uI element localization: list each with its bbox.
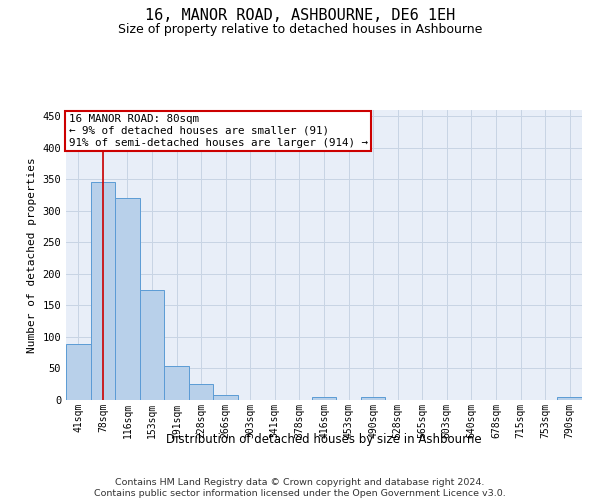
Bar — [91, 182, 115, 400]
Text: Size of property relative to detached houses in Ashbourne: Size of property relative to detached ho… — [118, 22, 482, 36]
Bar — [557, 398, 582, 400]
Bar — [361, 397, 385, 400]
Text: Distribution of detached houses by size in Ashbourne: Distribution of detached houses by size … — [166, 432, 482, 446]
Bar — [140, 290, 164, 400]
Bar — [214, 395, 238, 400]
Bar — [164, 366, 189, 400]
Bar — [115, 198, 140, 400]
Y-axis label: Number of detached properties: Number of detached properties — [27, 157, 37, 353]
Text: 16 MANOR ROAD: 80sqm
← 9% of detached houses are smaller (91)
91% of semi-detach: 16 MANOR ROAD: 80sqm ← 9% of detached ho… — [68, 114, 368, 148]
Bar — [189, 384, 214, 400]
Text: 16, MANOR ROAD, ASHBOURNE, DE6 1EH: 16, MANOR ROAD, ASHBOURNE, DE6 1EH — [145, 8, 455, 22]
Bar — [312, 397, 336, 400]
Bar — [66, 344, 91, 400]
Text: Contains HM Land Registry data © Crown copyright and database right 2024.
Contai: Contains HM Land Registry data © Crown c… — [94, 478, 506, 498]
